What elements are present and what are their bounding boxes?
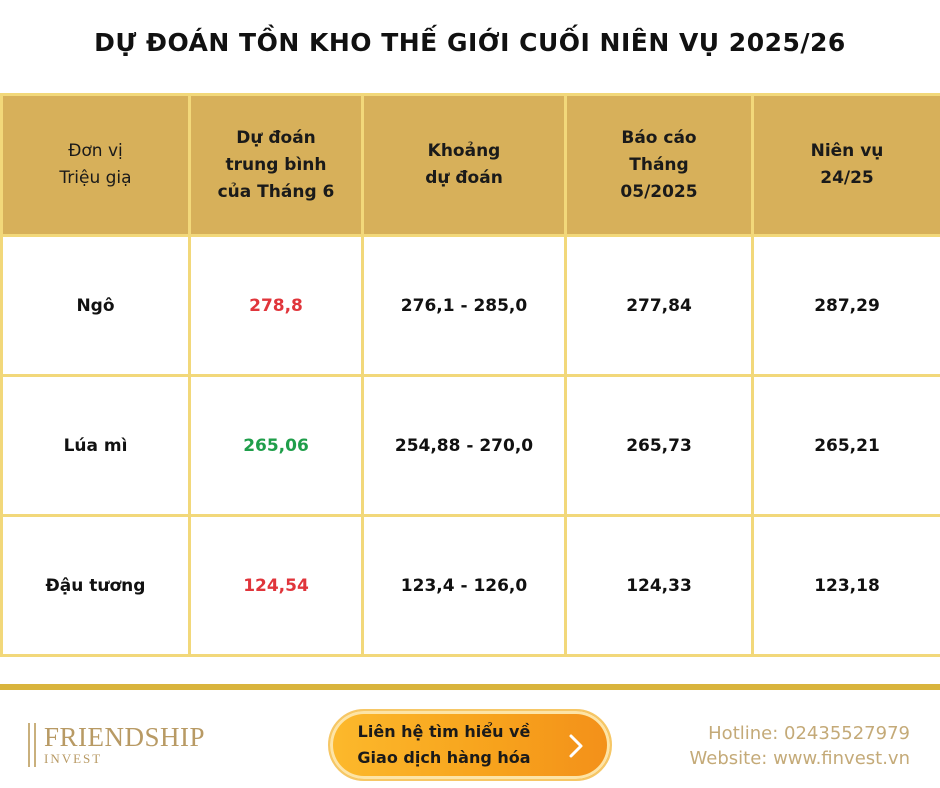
row-average: 265,06 — [188, 374, 364, 517]
row-range: 123,4 - 126,0 — [361, 514, 567, 657]
table-header-row: Đơn vị Triệu giạ Dự đoán trung bình của … — [0, 93, 940, 237]
header-forecast-range: Khoảng dự đoán — [361, 93, 567, 237]
contact-info: Hotline: 02435527979 Website: www.finves… — [690, 721, 910, 771]
row-range: 254,88 - 270,0 — [361, 374, 567, 517]
footer-divider — [0, 684, 940, 690]
logo-name: FRIENDSHIP — [44, 722, 206, 752]
row-commodity: Ngô — [0, 234, 191, 377]
hotline-text[interactable]: Hotline: 02435527979 — [708, 723, 910, 744]
table-row-corn: Ngô 278,8 276,1 - 285,0 277,84 287,29 — [0, 234, 940, 377]
cta-label: Liên hệ tìm hiểu về Giao dịch hàng hóa — [357, 722, 531, 767]
row-season-2425: 265,21 — [751, 374, 940, 517]
header-may-report: Báo cáo Tháng 05/2025 — [564, 93, 754, 237]
contact-cta-button[interactable]: Liên hệ tìm hiểu về Giao dịch hàng hóa — [328, 709, 612, 781]
row-average: 124,54 — [188, 514, 364, 657]
row-average: 278,8 — [188, 234, 364, 377]
table-row-wheat: Lúa mì 265,06 254,88 - 270,0 265,73 265,… — [0, 374, 940, 517]
row-season-2425: 123,18 — [751, 514, 940, 657]
header-season-2425: Niên vụ 24/25 — [751, 93, 940, 237]
row-may-report: 124,33 — [564, 514, 754, 657]
header-unit: Đơn vị Triệu giạ — [0, 93, 191, 237]
website-link[interactable]: Website: www.finvest.vn — [689, 748, 910, 769]
logo-subtitle: INVEST — [44, 751, 103, 766]
row-may-report: 265,73 — [564, 374, 754, 517]
page-title: DỰ ĐOÁN TỒN KHO THẾ GIỚI CUỐI NIÊN VỤ 20… — [94, 28, 846, 57]
row-season-2425: 287,29 — [751, 234, 940, 377]
row-range: 276,1 - 285,0 — [361, 234, 567, 377]
inventory-table: Đơn vị Triệu giạ Dự đoán trung bình của … — [0, 93, 940, 657]
logo-bars-icon — [28, 723, 36, 767]
row-may-report: 277,84 — [564, 234, 754, 377]
table-row-soybean: Đậu tương 124,54 123,4 - 126,0 124,33 12… — [0, 514, 940, 657]
row-commodity: Đậu tương — [0, 514, 191, 657]
chevron-right-icon — [569, 734, 583, 758]
friendship-invest-logo: FRIENDSHIP INVEST — [28, 720, 205, 770]
header-average-forecast: Dự đoán trung bình của Tháng 6 — [188, 93, 364, 237]
row-commodity: Lúa mì — [0, 374, 191, 517]
